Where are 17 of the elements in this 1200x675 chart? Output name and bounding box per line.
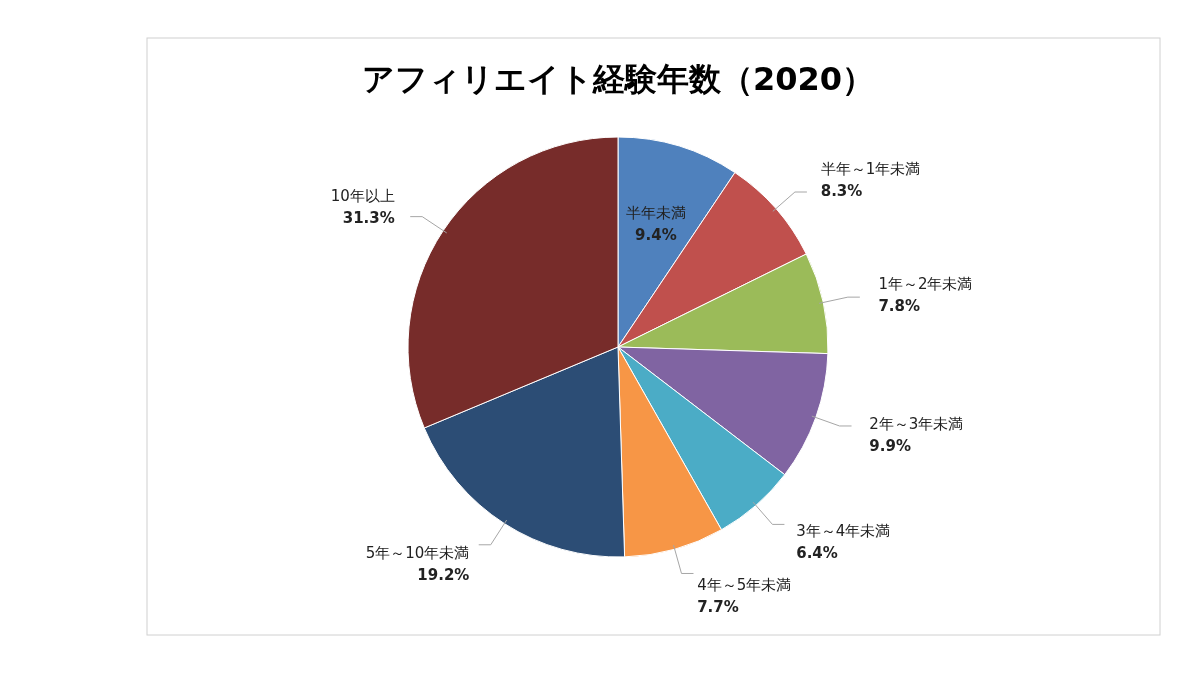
data-label: 31.3% xyxy=(342,209,395,227)
slice-label: 10年以上 xyxy=(330,187,395,205)
slice-label: 半年未満 xyxy=(625,204,686,223)
data-label: 9.4% xyxy=(635,226,677,245)
slice-label: 1年～2年未満 xyxy=(878,274,973,293)
slice-label: 半年～1年未満 xyxy=(820,160,921,179)
data-label: 8.3% xyxy=(820,182,863,201)
slice-label: 4年～5年未満 xyxy=(697,575,792,594)
data-label: 7.8% xyxy=(878,296,920,315)
data-label: 19.2% xyxy=(417,566,470,585)
data-label: 7.7% xyxy=(697,597,739,616)
slice-label: 5年～10年未満 xyxy=(365,544,470,563)
slice-label: 2年～3年未満 xyxy=(869,415,964,434)
data-label: 9.9% xyxy=(869,437,911,456)
chart-title: アフィリエイト経験年数（2020） xyxy=(361,60,875,98)
data-label: 6.4% xyxy=(796,544,838,563)
slice-label: 3年～4年未満 xyxy=(796,522,891,541)
